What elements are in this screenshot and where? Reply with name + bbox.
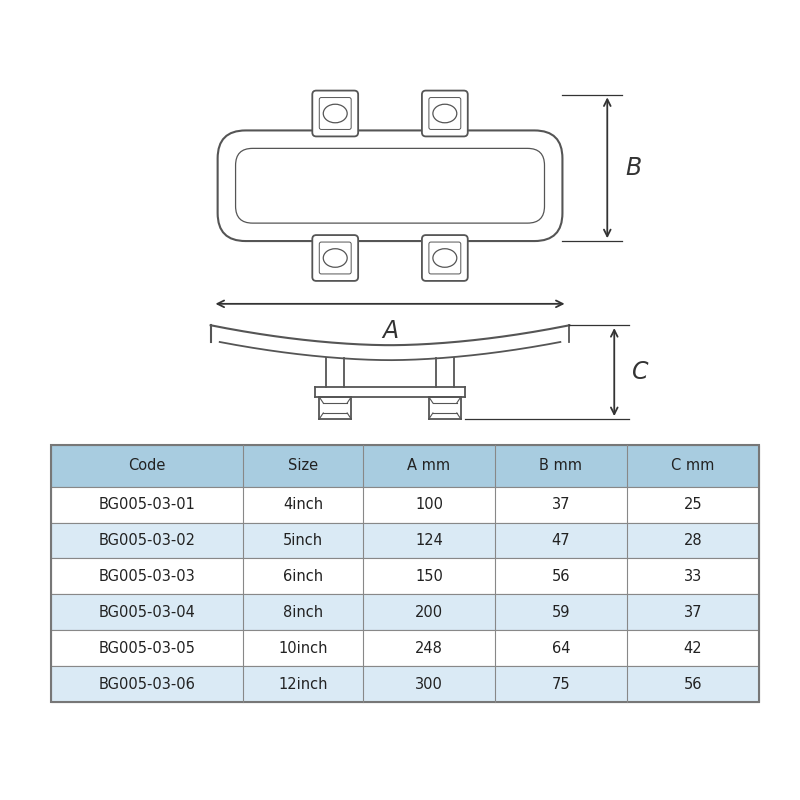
Text: 4inch: 4inch	[283, 497, 323, 512]
Text: Size: Size	[288, 458, 318, 474]
Text: C: C	[632, 360, 649, 384]
Text: 100: 100	[415, 497, 443, 512]
Bar	[51, 522, 758, 558]
Text: 200: 200	[415, 605, 443, 620]
Text: 28: 28	[683, 533, 702, 548]
Text: 47: 47	[551, 533, 570, 548]
FancyBboxPatch shape	[312, 235, 358, 281]
Text: 300: 300	[415, 677, 443, 691]
Text: 8inch: 8inch	[283, 605, 323, 620]
Text: BG005-03-02: BG005-03-02	[98, 533, 196, 548]
Text: B mm: B mm	[539, 458, 582, 474]
Text: 25: 25	[683, 497, 702, 512]
Text: 12inch: 12inch	[278, 677, 328, 691]
Bar	[51, 558, 758, 594]
Text: 33: 33	[684, 569, 702, 584]
Text: BG005-03-01: BG005-03-01	[98, 497, 195, 512]
Text: C mm: C mm	[671, 458, 714, 474]
Text: BG005-03-04: BG005-03-04	[98, 605, 195, 620]
FancyBboxPatch shape	[312, 90, 358, 137]
Bar	[51, 666, 758, 702]
Bar	[51, 630, 758, 666]
Text: 37: 37	[683, 605, 702, 620]
Text: B: B	[626, 156, 642, 180]
FancyBboxPatch shape	[422, 90, 468, 137]
Text: 124: 124	[415, 533, 443, 548]
Text: 150: 150	[415, 569, 443, 584]
FancyBboxPatch shape	[218, 130, 562, 241]
Text: 248: 248	[415, 641, 443, 656]
Text: 64: 64	[552, 641, 570, 656]
Text: BG005-03-06: BG005-03-06	[98, 677, 195, 691]
Text: A: A	[382, 318, 398, 342]
Bar	[51, 445, 758, 486]
Text: BG005-03-05: BG005-03-05	[98, 641, 195, 656]
Text: Code: Code	[129, 458, 166, 474]
Bar	[51, 486, 758, 522]
Text: 42: 42	[683, 641, 702, 656]
Text: 37: 37	[552, 497, 570, 512]
Text: A mm: A mm	[407, 458, 450, 474]
Text: 56: 56	[552, 569, 570, 584]
Text: 59: 59	[552, 605, 570, 620]
Text: 10inch: 10inch	[278, 641, 328, 656]
Text: 56: 56	[683, 677, 702, 691]
Bar	[51, 445, 758, 702]
Text: 5inch: 5inch	[283, 533, 323, 548]
Text: 6inch: 6inch	[283, 569, 323, 584]
Text: BG005-03-03: BG005-03-03	[98, 569, 195, 584]
Bar	[51, 594, 758, 630]
FancyBboxPatch shape	[422, 235, 468, 281]
Text: 75: 75	[551, 677, 570, 691]
